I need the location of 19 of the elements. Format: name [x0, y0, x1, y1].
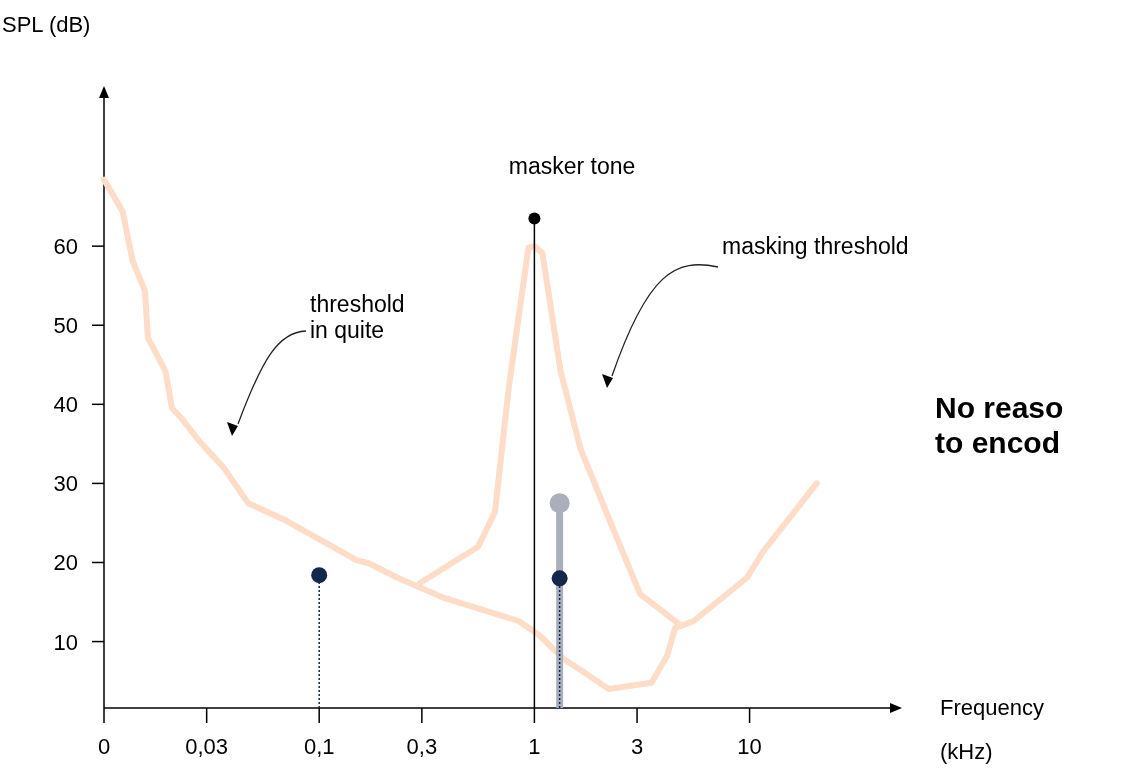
- annotation: masker tone: [508, 153, 636, 179]
- y-tick-label: 30: [53, 471, 78, 497]
- x-tick-label: 3: [630, 734, 644, 759]
- y-tick-label: 10: [53, 629, 78, 655]
- text: No reaso to encod: [935, 391, 1064, 459]
- y-tick-label: 40: [53, 392, 78, 418]
- y-tick-label: 20: [53, 550, 78, 576]
- x-tick-label: 10: [737, 734, 762, 759]
- x-tick-label: 0: [97, 734, 111, 759]
- x-tick-label: 1: [528, 734, 541, 759]
- y-tick-label: 60: [53, 234, 78, 260]
- x-axis-title: Frequency (kHz): [940, 695, 1044, 764]
- y-tick-label: 50: [53, 313, 78, 339]
- x-tick-label: 0,03: [185, 734, 229, 759]
- y-axis-title: SPL (dB): [2, 12, 91, 37]
- x-tick-label: 0,3: [406, 734, 438, 759]
- x-tick-label: 0,1: [303, 734, 335, 759]
- annotation: masking threshold: [722, 233, 909, 259]
- annotation: threshold in quite: [310, 291, 405, 344]
